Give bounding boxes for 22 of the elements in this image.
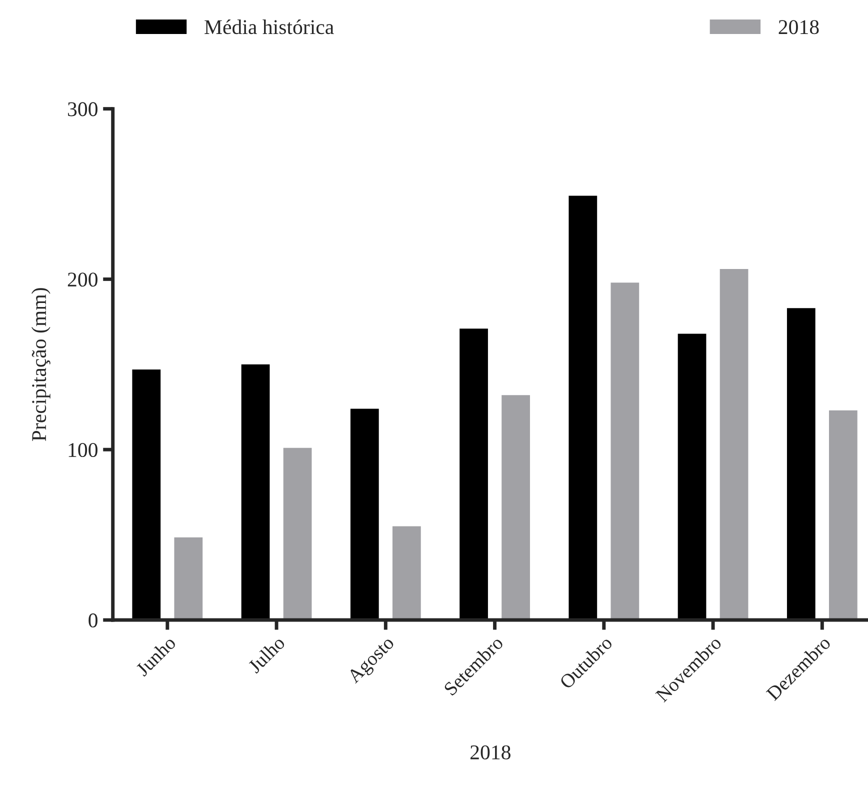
bar (132, 370, 161, 620)
bar (720, 268, 748, 620)
y-tick-label: 0 (88, 613, 98, 628)
bar (828, 410, 858, 620)
bar (392, 526, 421, 620)
bar (460, 328, 488, 620)
legend-label: 2018 (778, 20, 819, 34)
bar (678, 334, 706, 620)
y-tick-label: 300 (68, 102, 98, 116)
bar (283, 448, 312, 620)
bar (610, 282, 640, 620)
y-tick-label: 200 (68, 272, 98, 287)
bar (786, 308, 816, 620)
legend-label: Média histórica (204, 19, 334, 34)
y-axis-title: Precipitação (mm) (31, 288, 50, 442)
bar (174, 537, 203, 620)
bar (568, 196, 598, 620)
bar (241, 364, 270, 620)
y-tick-label: 100 (68, 442, 98, 458)
x-axis-title: 2018 (470, 745, 510, 760)
bar (502, 395, 530, 620)
bar (350, 408, 379, 620)
